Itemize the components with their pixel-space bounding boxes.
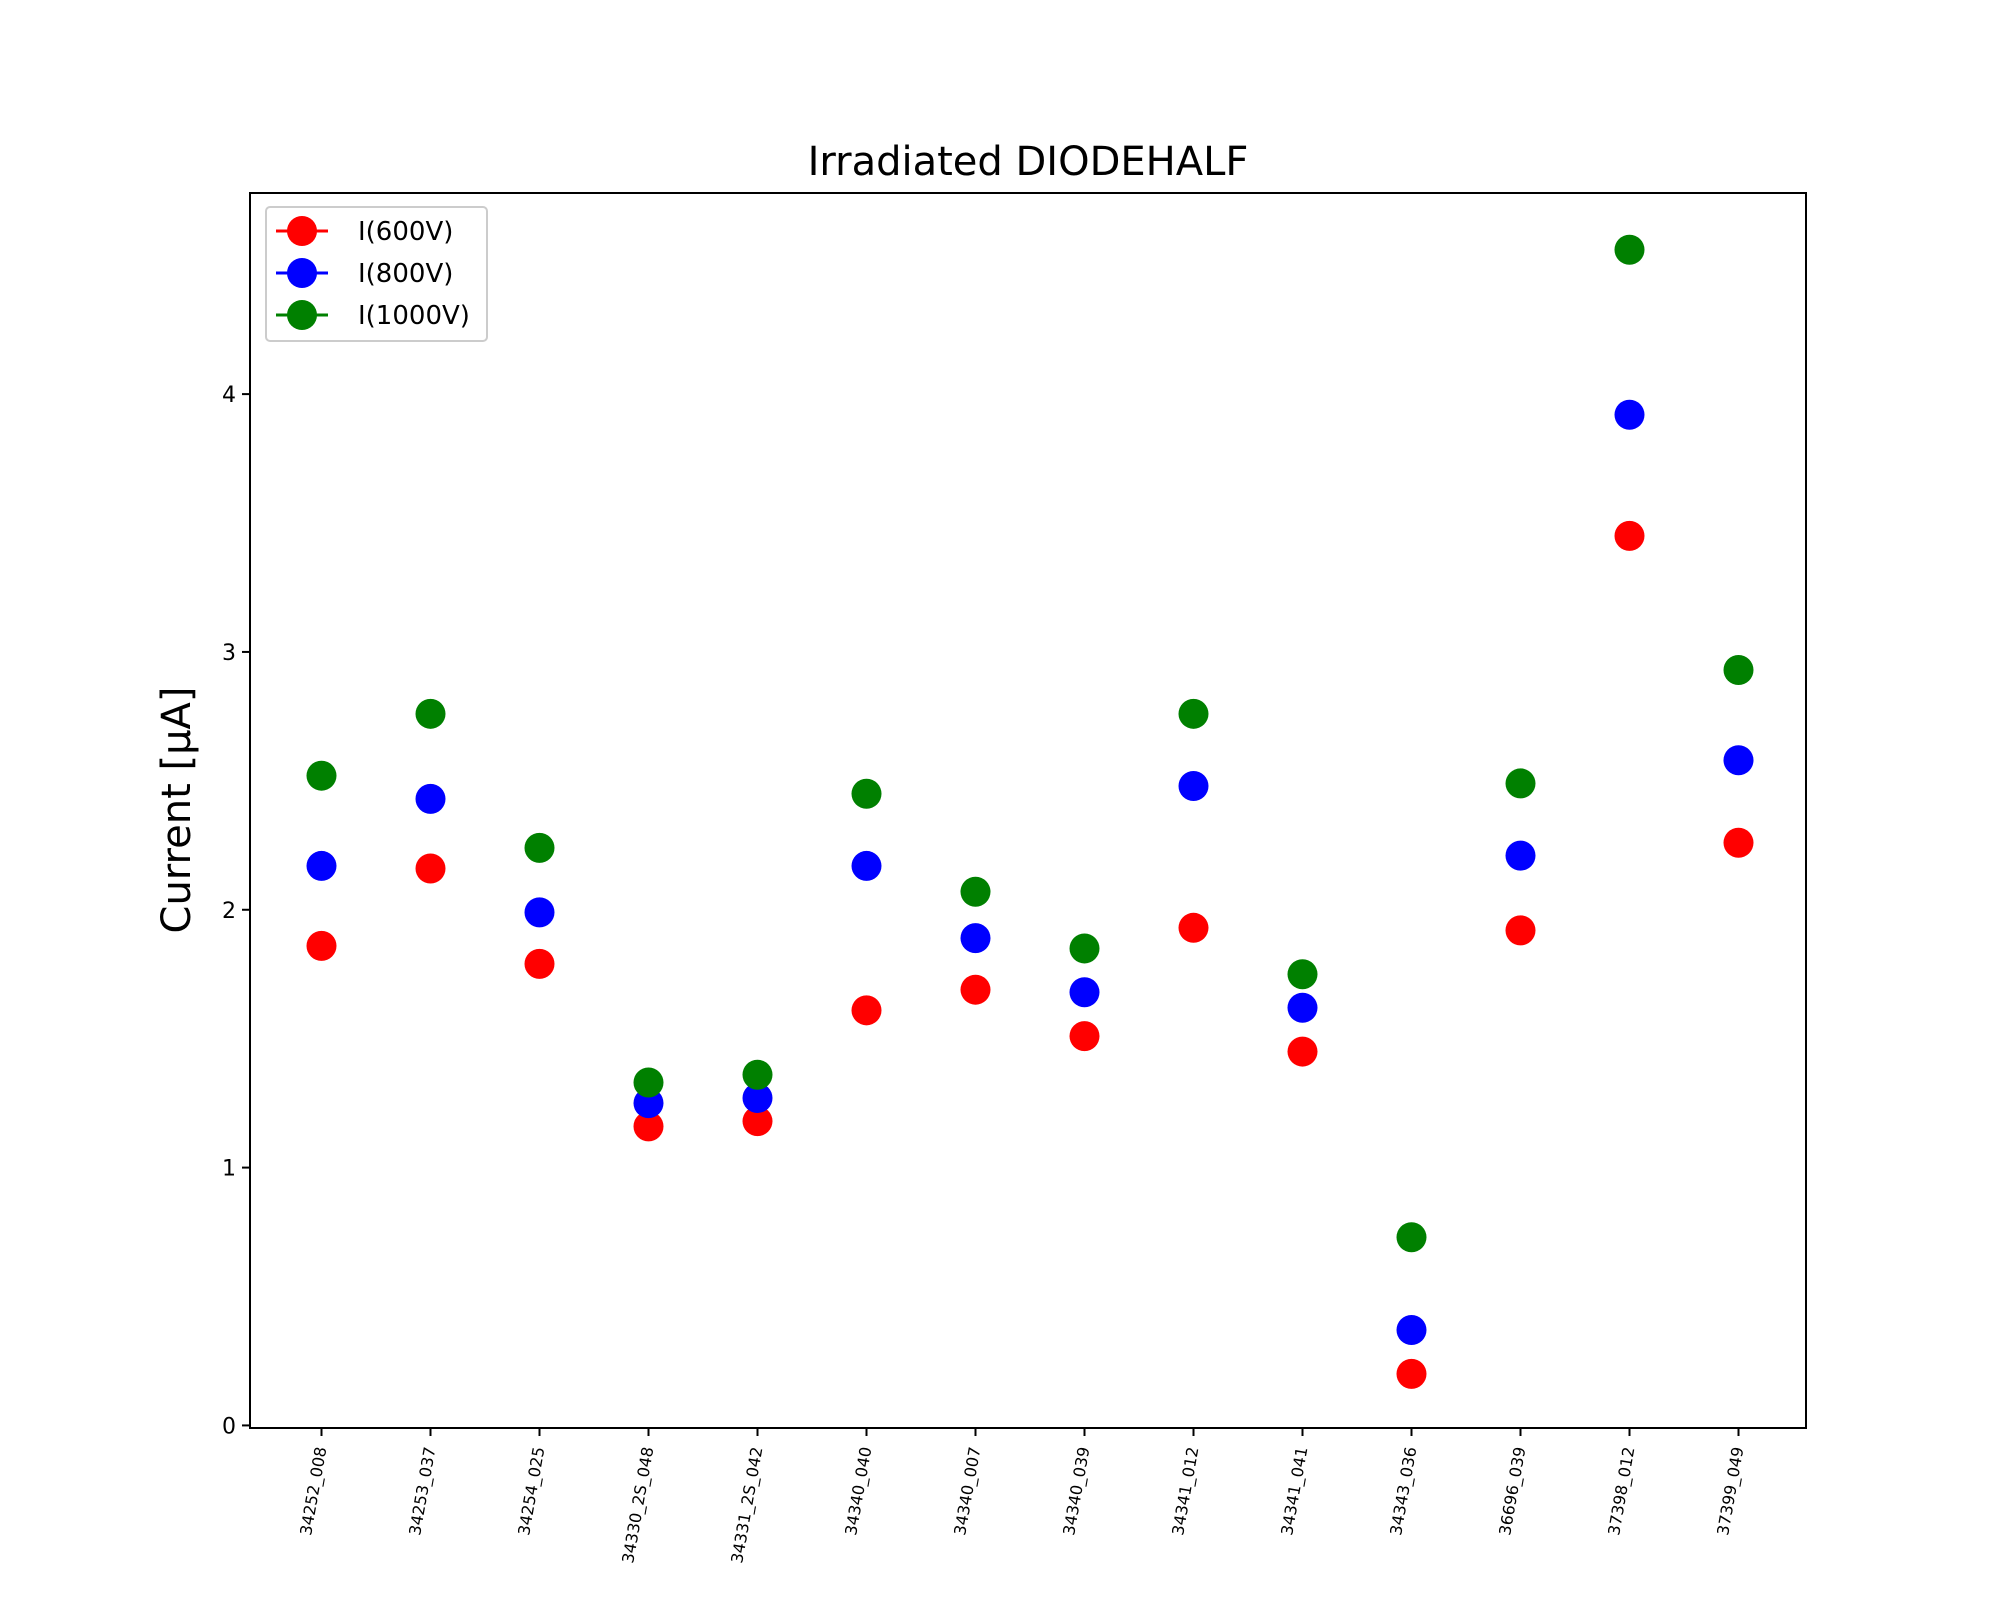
data-point-i-800v: [306, 850, 337, 881]
data-point-i-800v: [851, 850, 882, 881]
data-point-i-600v: [1178, 912, 1209, 943]
data-point-i-600v: [306, 930, 337, 961]
data-point-i-1000v: [1178, 698, 1209, 729]
data-point-i-600v: [1287, 1036, 1318, 1067]
data-point-i-1000v: [1287, 959, 1318, 990]
legend-label: I(800V): [358, 259, 453, 289]
y-tick-label: 1: [222, 1157, 236, 1182]
data-points: [306, 234, 1754, 1389]
data-point-i-1000v: [1069, 933, 1100, 964]
chart-title: Irradiated DIODEHALF: [808, 139, 1249, 185]
data-point-i-800v: [1505, 840, 1536, 871]
data-point-i-800v: [1178, 771, 1209, 802]
data-point-i-600v: [1396, 1358, 1427, 1389]
data-point-i-600v: [851, 995, 882, 1026]
data-point-i-1000v: [633, 1067, 664, 1098]
data-point-i-1000v: [306, 760, 337, 791]
data-point-i-1000v: [1723, 654, 1754, 685]
data-point-i-1000v: [415, 698, 446, 729]
y-tick-label: 0: [222, 1414, 236, 1439]
data-point-i-600v: [1723, 827, 1754, 858]
legend-box: [265, 206, 488, 342]
data-point-i-1000v: [851, 778, 882, 809]
data-point-i-600v: [524, 948, 555, 979]
legend-marker: [287, 258, 317, 288]
legend: I(600V) I(800V) I(1000V): [265, 206, 488, 342]
data-point-i-600v: [1069, 1021, 1100, 1052]
data-point-i-800v: [1287, 992, 1318, 1023]
data-point-i-600v: [633, 1111, 664, 1142]
data-point-i-800v: [1396, 1315, 1427, 1346]
data-point-i-1000v: [742, 1059, 773, 1090]
data-point-i-1000v: [960, 876, 991, 907]
data-point-i-1000v: [1505, 768, 1536, 799]
data-point-i-800v: [742, 1082, 773, 1113]
legend-label: I(600V): [358, 217, 453, 247]
y-tick-label: 4: [222, 383, 236, 408]
legend-marker: [287, 300, 317, 330]
data-point-i-1000v: [1614, 234, 1645, 265]
y-axis-label: Current [μA]: [154, 687, 200, 934]
data-point-i-800v: [633, 1088, 664, 1119]
legend-marker: [287, 216, 317, 246]
data-point-i-800v: [1614, 399, 1645, 430]
data-point-i-600v: [415, 853, 446, 884]
plot-area-frame: [249, 192, 1807, 1429]
data-point-i-800v: [960, 923, 991, 954]
data-point-i-800v: [415, 783, 446, 814]
data-point-i-600v: [1614, 520, 1645, 551]
y-tick-label: 3: [222, 641, 236, 666]
data-point-i-1000v: [1396, 1222, 1427, 1253]
data-point-i-1000v: [524, 832, 555, 863]
data-point-i-800v: [1723, 745, 1754, 776]
data-point-i-800v: [1069, 977, 1100, 1008]
data-point-i-800v: [524, 897, 555, 928]
data-point-i-600v: [1505, 915, 1536, 946]
data-point-i-600v: [742, 1106, 773, 1137]
data-point-i-600v: [960, 974, 991, 1005]
y-tick-label: 2: [222, 899, 236, 924]
legend-label: I(1000V): [358, 301, 470, 331]
